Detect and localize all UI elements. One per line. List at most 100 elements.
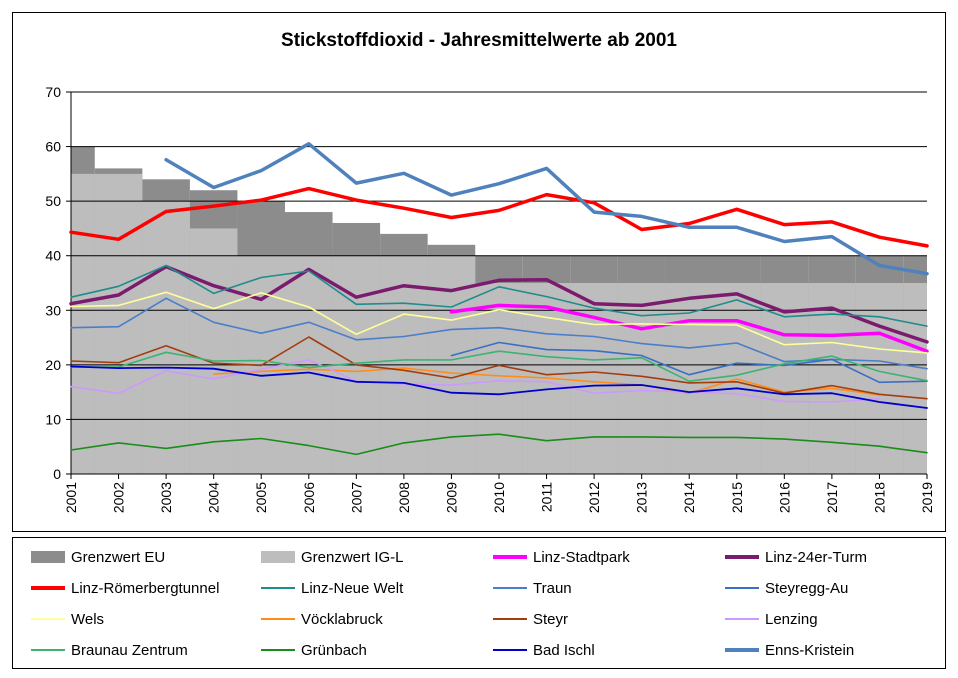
x-tick-label-2015: 2015: [729, 482, 745, 513]
series-line-steyr: [70, 336, 928, 400]
limit-bar-igl-2004: [189, 228, 238, 474]
legend-label: Linz-Römerbergtunnel: [71, 579, 220, 597]
legend-label: Lenzing: [765, 610, 818, 628]
series-line-lenzing: [70, 359, 881, 403]
series-line-grünbach: [70, 433, 928, 456]
series-line-steyregg-au: [450, 341, 928, 384]
y-tick-label-60: 60: [45, 139, 61, 155]
series-line-bad-ischl: [70, 365, 928, 409]
legend-swatch: [31, 586, 65, 590]
legend-label: Linz-Stadtpark: [533, 548, 630, 566]
legend-label: Linz-Neue Welt: [301, 579, 404, 597]
legend-item: Bad Ischl: [493, 637, 595, 663]
x-tick-label-2005: 2005: [253, 482, 269, 513]
y-tick-label-20: 20: [45, 357, 61, 373]
legend-item: Lenzing: [725, 606, 818, 632]
legend-swatch: [31, 618, 65, 620]
legend-swatch: [31, 649, 65, 651]
legend-label: Wels: [71, 610, 105, 628]
legend-swatch: [261, 649, 295, 651]
legend-label: Grenzwert EU: [71, 548, 166, 566]
limit-bar-igl-2001: [71, 173, 95, 474]
chart-title: Stickstoffdioxid - Jahresmittelwerte ab …: [281, 30, 677, 51]
legend-swatch: [725, 587, 759, 589]
legend-swatch: [31, 551, 65, 563]
x-tick-label-2016: 2016: [776, 482, 792, 513]
limit-bar-igl-2016: [760, 283, 809, 474]
legend-item: Linz-Neue Welt: [261, 575, 403, 601]
legend-label: Traun: [533, 579, 572, 597]
legend-swatch: [261, 618, 295, 620]
series-line-vöcklabruck: [212, 367, 881, 396]
y-tick-label-50: 50: [45, 193, 61, 209]
legend-label: Bad Ischl: [533, 641, 595, 659]
legend-item: Grenzwert EU: [31, 544, 165, 570]
series-line-linz-römerbergtunnel: [69, 186, 929, 248]
x-tick-label-2002: 2002: [111, 482, 127, 513]
legend-label: Enns-Kristein: [765, 641, 855, 659]
series-line-traun: [70, 297, 928, 370]
x-tick-label-2017: 2017: [824, 482, 840, 513]
limit-bar-igl-2018: [855, 283, 904, 474]
legend-swatch: [725, 555, 759, 559]
legend-item: Enns-Kristein: [725, 637, 854, 663]
legend-label: Linz-24er-Turm: [765, 548, 867, 566]
legend-swatch: [493, 649, 527, 651]
y-tick-label-40: 40: [45, 248, 61, 264]
legend-item: Grünbach: [261, 637, 367, 663]
legend-item: Traun: [493, 575, 572, 601]
legend-swatch: [493, 555, 527, 559]
limit-bar-igl-2002: [94, 173, 143, 474]
series-line-wels: [70, 291, 928, 354]
y-tick-label-70: 70: [45, 84, 61, 100]
series-line-linz-24er-turm: [69, 264, 929, 344]
x-tick-label-2010: 2010: [491, 482, 507, 513]
legend-swatch: [493, 587, 527, 589]
legend-label: Steyregg-Au: [765, 579, 849, 597]
series-line-linz-neue-welt: [70, 264, 928, 327]
legend-swatch: [493, 618, 527, 620]
y-tick-label-30: 30: [45, 302, 61, 318]
legend-item: Grenzwert IG-L: [261, 544, 404, 570]
legend-label: Steyr: [533, 610, 569, 628]
legend-label: Braunau Zentrum: [71, 641, 188, 659]
legend-swatch: [261, 551, 295, 563]
legend-item: Linz-Römerbergtunnel: [31, 575, 219, 601]
legend-swatch: [725, 648, 759, 652]
limit-bar-igl-2017: [808, 283, 856, 474]
limit-bar-igl-2012: [570, 283, 618, 474]
legend-item: Linz-Stadtpark: [493, 544, 630, 570]
x-tick-label-2011: 2011: [539, 482, 555, 512]
x-tick-label-2008: 2008: [396, 482, 412, 513]
x-tick-label-2004: 2004: [206, 482, 222, 513]
legend-label: Grenzwert IG-L: [301, 548, 404, 566]
x-tick-label-2019: 2019: [919, 482, 935, 513]
chart-legend: Grenzwert EU Grenzwert IG-L Linz-Stadtpark…: [12, 537, 946, 669]
legend-swatch: [725, 618, 759, 620]
limit-bar-igl-2010: [475, 283, 523, 474]
legend-item: Braunau Zentrum: [31, 637, 188, 663]
legend-item: Steyr: [493, 606, 568, 632]
legend-item: Linz-24er-Turm: [725, 544, 867, 570]
x-tick-label-2014: 2014: [681, 482, 697, 513]
x-tick-label-2001: 2001: [63, 482, 79, 513]
x-tick-label-2006: 2006: [301, 482, 317, 513]
x-tick-label-2009: 2009: [443, 482, 459, 513]
legend-item: Steyregg-Au: [725, 575, 848, 601]
series-line-linz-stadtpark: [449, 303, 929, 353]
series-line-enns-kristein: [164, 142, 929, 276]
y-tick-label-0: 0: [53, 466, 61, 482]
x-tick-label-2018: 2018: [871, 482, 887, 513]
legend-label: Vöcklabruck: [301, 610, 383, 628]
x-tick-label-2012: 2012: [586, 482, 602, 513]
limit-bar-igl-2003: [142, 201, 190, 474]
legend-swatch: [261, 587, 295, 589]
legend-item: Vöcklabruck: [261, 606, 383, 632]
x-tick-label-2007: 2007: [348, 482, 364, 513]
legend-label: Grünbach: [301, 641, 367, 659]
chart-plot: 0 10 20 30 40 50 60 70 2001 2002 2003 2004 2005 2006 2…: [45, 84, 935, 513]
legend-item: Wels: [31, 606, 104, 632]
series-line-braunau-zentrum: [70, 350, 928, 383]
y-tick-label-10: 10: [45, 411, 61, 427]
x-tick-label-2003: 2003: [158, 482, 174, 513]
